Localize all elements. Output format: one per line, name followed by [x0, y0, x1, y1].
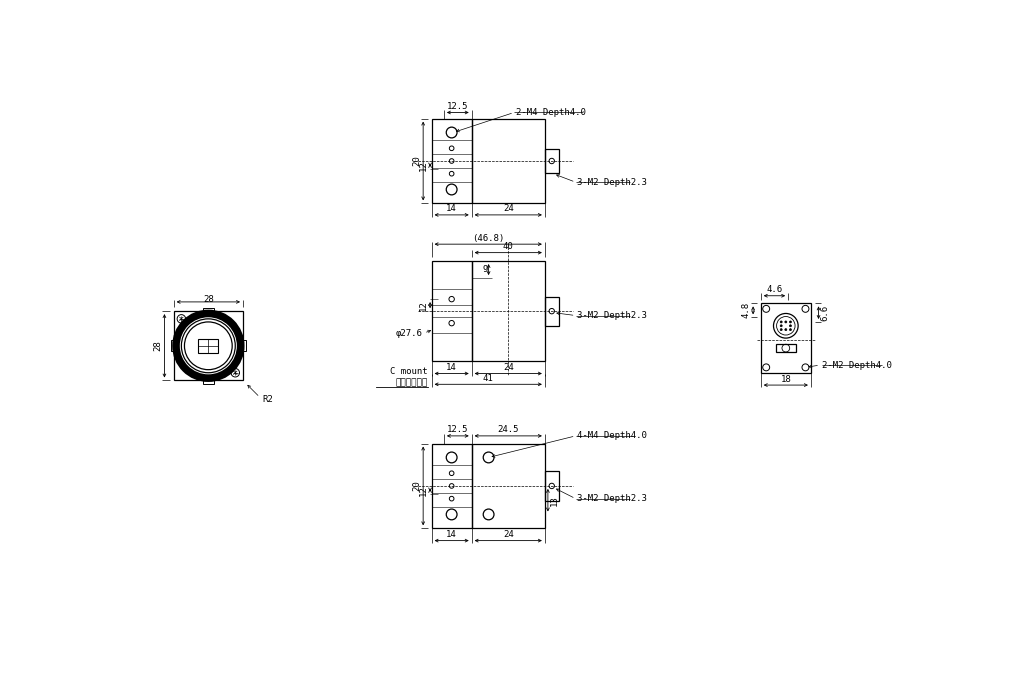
Text: 4.6: 4.6: [766, 285, 783, 294]
Text: 12: 12: [419, 300, 427, 311]
Bar: [472, 261, 545, 361]
Text: φ27.6: φ27.6: [396, 329, 422, 337]
Text: 対面同一形状: 対面同一形状: [396, 378, 427, 387]
Bar: [432, 444, 472, 528]
Text: 4-M4 Depth4.0: 4-M4 Depth4.0: [577, 431, 647, 440]
Text: 13: 13: [550, 495, 559, 505]
Bar: [203, 381, 213, 384]
Text: R2: R2: [263, 395, 273, 404]
Circle shape: [780, 321, 782, 323]
Bar: [243, 340, 246, 351]
Bar: [432, 118, 472, 203]
Text: 24: 24: [503, 363, 514, 372]
Text: 18: 18: [781, 374, 791, 384]
Bar: [761, 304, 811, 373]
Text: C mount: C mount: [390, 368, 427, 377]
Bar: [432, 261, 472, 361]
Bar: [472, 444, 545, 528]
Text: (46.8): (46.8): [472, 234, 505, 243]
Text: 14: 14: [446, 204, 457, 213]
Text: 14: 14: [446, 530, 457, 539]
Circle shape: [780, 328, 782, 330]
Text: 6.6: 6.6: [821, 304, 830, 321]
Text: 3-M2 Depth2.3: 3-M2 Depth2.3: [577, 311, 647, 320]
Bar: [174, 311, 243, 381]
Text: 3-M2 Depth2.3: 3-M2 Depth2.3: [577, 494, 647, 503]
Text: 3-M2 Depth2.3: 3-M2 Depth2.3: [577, 178, 647, 187]
Text: 24: 24: [503, 530, 514, 539]
Bar: [199, 339, 218, 353]
Circle shape: [780, 325, 782, 327]
Text: 40: 40: [503, 242, 514, 251]
Text: 41: 41: [483, 374, 493, 383]
Bar: [545, 471, 558, 500]
Text: 24.5: 24.5: [497, 425, 519, 434]
Text: 20: 20: [413, 155, 421, 167]
Bar: [545, 148, 558, 174]
Text: 24: 24: [503, 204, 514, 213]
Text: 12: 12: [419, 485, 427, 496]
Text: 12.5: 12.5: [447, 425, 469, 434]
Text: 20: 20: [413, 481, 421, 491]
Circle shape: [789, 321, 791, 323]
Bar: [776, 344, 796, 352]
Bar: [171, 340, 174, 351]
Bar: [545, 297, 558, 326]
Text: 14: 14: [446, 363, 457, 372]
Text: 28: 28: [153, 340, 162, 351]
Text: 28: 28: [203, 295, 213, 304]
Bar: [203, 308, 213, 311]
Circle shape: [789, 328, 791, 330]
Text: 4.8: 4.8: [742, 302, 751, 318]
Text: 9: 9: [483, 265, 488, 274]
Circle shape: [785, 328, 787, 330]
Circle shape: [785, 321, 787, 323]
Text: 12.5: 12.5: [447, 102, 469, 111]
Circle shape: [789, 325, 791, 327]
Bar: [472, 118, 545, 203]
Text: 2-M2 Depth4.0: 2-M2 Depth4.0: [822, 360, 892, 370]
Text: 2-M4 Depth4.0: 2-M4 Depth4.0: [516, 108, 585, 117]
Text: 12: 12: [419, 160, 427, 171]
